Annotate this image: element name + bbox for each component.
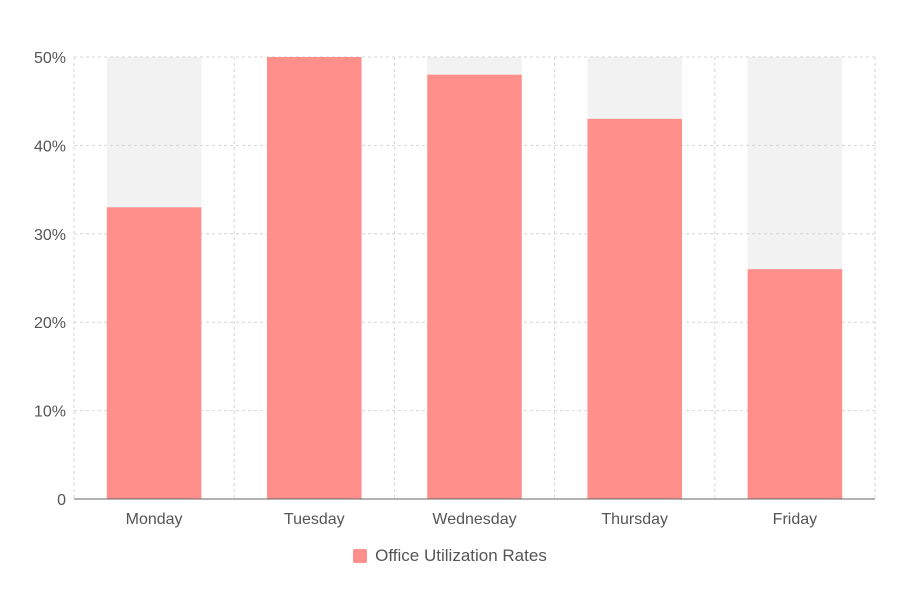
- y-tick-label: 10%: [34, 404, 66, 421]
- y-tick-label: 30%: [34, 227, 66, 244]
- y-tick-label: 40%: [34, 138, 66, 155]
- x-tick-label: Tuesday: [284, 511, 345, 528]
- x-tick-label: Friday: [773, 511, 817, 528]
- x-tick-label: Monday: [126, 511, 183, 528]
- bar[interactable]: [267, 57, 362, 499]
- bar[interactable]: [747, 269, 843, 499]
- bar[interactable]: [587, 118, 682, 499]
- legend-label: Office Utilization Rates: [375, 546, 547, 565]
- bar[interactable]: [106, 207, 202, 499]
- x-tick-label: Thursday: [601, 511, 668, 528]
- y-tick-label: 50%: [34, 50, 66, 67]
- y-tick-label: 20%: [34, 315, 66, 332]
- legend: Office Utilization Rates: [0, 546, 900, 566]
- x-tick-label: Wednesday: [432, 511, 516, 528]
- legend-swatch: [353, 549, 368, 563]
- y-tick-label: 0: [57, 492, 66, 509]
- bar[interactable]: [427, 74, 522, 500]
- bar-chart: 0 10% 20% 30% 40% 50% Monday Tuesday Wednesday Th…: [34, 50, 876, 528]
